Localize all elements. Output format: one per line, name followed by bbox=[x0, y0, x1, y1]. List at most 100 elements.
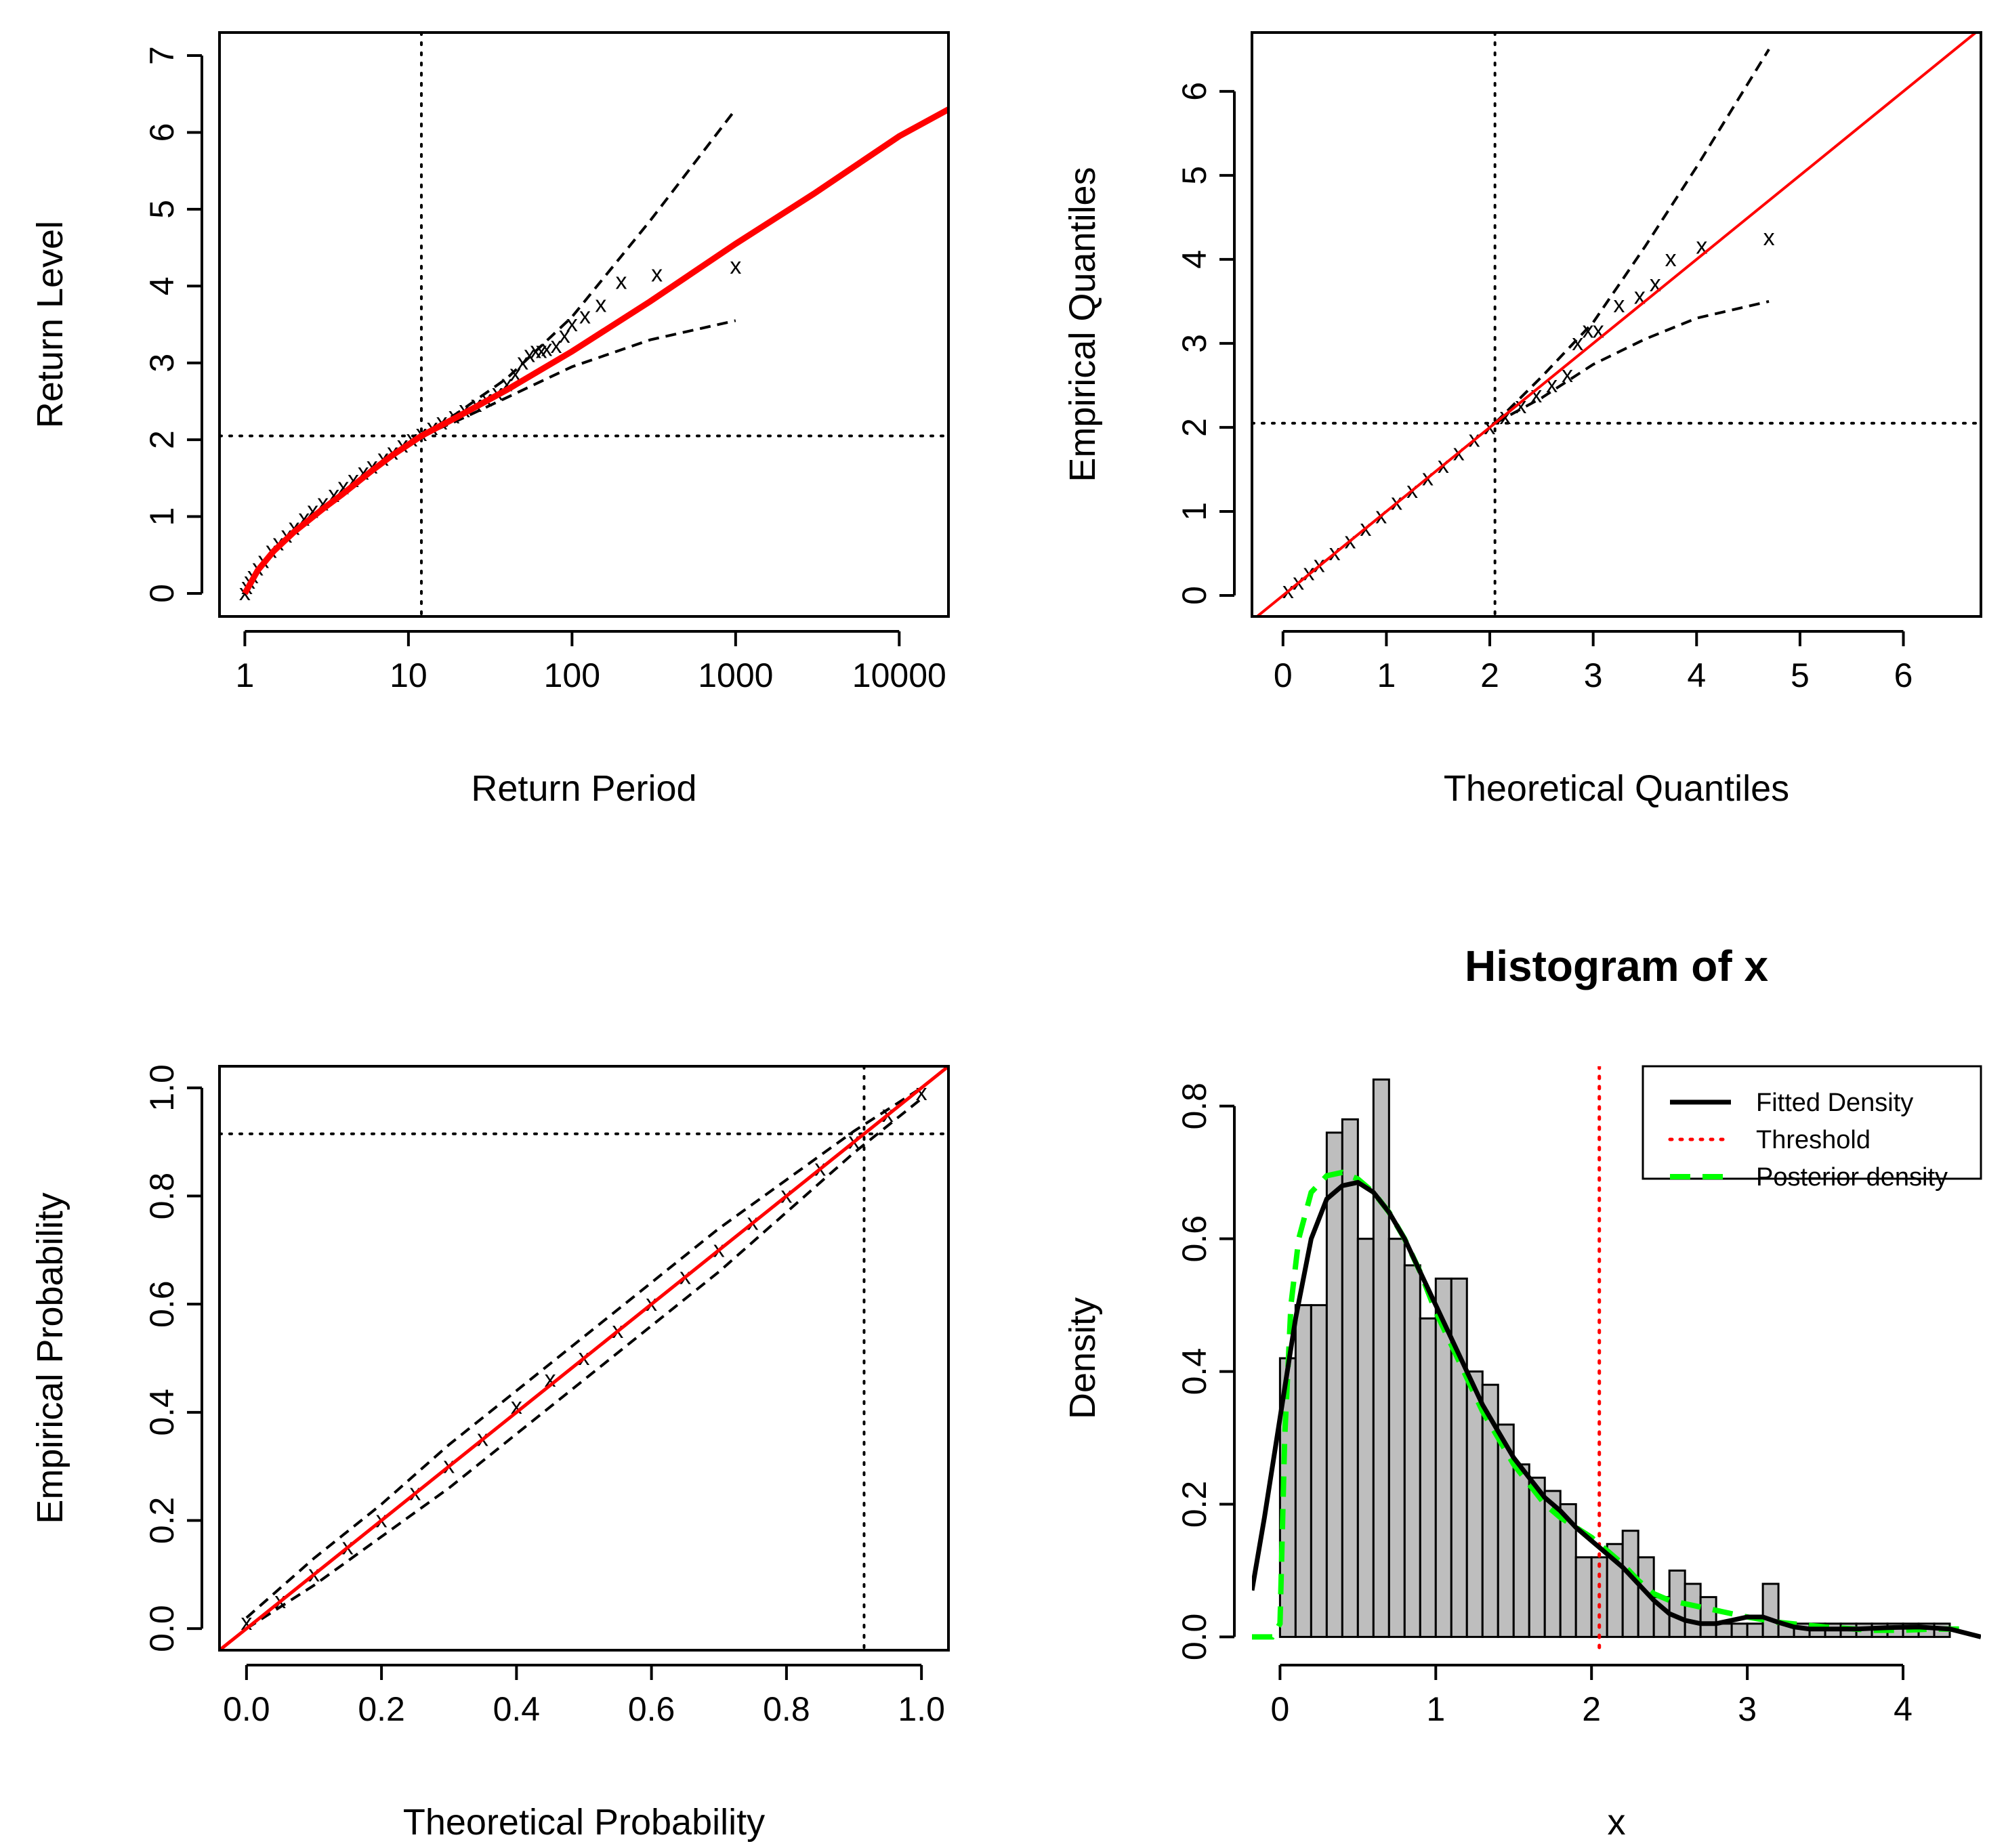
histogram-bar bbox=[1761, 1582, 1780, 1638]
x-tick-label: 3 bbox=[1584, 656, 1603, 694]
histogram-bar bbox=[1512, 1463, 1530, 1638]
y-tick-label: 1 bbox=[143, 507, 181, 526]
histogram-bar bbox=[1403, 1264, 1421, 1638]
posterior-density-line bbox=[1252, 1169, 1965, 1640]
y-tick-label: 0.8 bbox=[143, 1173, 181, 1220]
y-tick-label: 0.6 bbox=[1175, 1215, 1213, 1263]
y-tick-label: 0.8 bbox=[1175, 1083, 1213, 1130]
plot-frame bbox=[218, 31, 950, 618]
x-tick-label: 6 bbox=[1894, 656, 1913, 694]
y-tick-label: 2 bbox=[143, 430, 181, 449]
data-point: x bbox=[730, 253, 741, 279]
y-tick-label: 0 bbox=[143, 584, 181, 603]
y-tick-label: 0.2 bbox=[143, 1497, 181, 1545]
histogram-title: Histogram of x bbox=[1465, 942, 1768, 990]
data-point: x bbox=[524, 341, 535, 367]
x-tick-label: 4 bbox=[1687, 656, 1706, 694]
y-axis: 0.0 0.2 0.4 0.6 0.8 1.0 bbox=[143, 1064, 203, 1652]
x-tick-label: 1 bbox=[1426, 1690, 1445, 1728]
x-tick-label: 0.2 bbox=[358, 1690, 405, 1728]
y-tick-label: 2 bbox=[1175, 418, 1213, 437]
fitted-density-line bbox=[1252, 1179, 1981, 1639]
y-tick-label: 0.4 bbox=[143, 1389, 181, 1436]
fitted-return-level-line bbox=[242, 106, 948, 595]
histogram-bar bbox=[1294, 1304, 1312, 1638]
y-tick-label: 5 bbox=[143, 200, 181, 219]
ci-upper-line bbox=[1494, 48, 1770, 425]
data-point: x bbox=[530, 338, 541, 364]
histogram-panel: Histogram of x Fitted Density Threshold … bbox=[1062, 942, 1982, 1843]
y-tick-label: 6 bbox=[1175, 82, 1213, 101]
histogram-bar bbox=[1528, 1476, 1546, 1638]
x-tick-label: 10 bbox=[390, 656, 427, 694]
y-axis-title: Empirical Quantiles bbox=[1062, 167, 1103, 482]
x-tick-label: 10000 bbox=[852, 656, 946, 694]
data-point: x bbox=[550, 333, 562, 358]
y-axis: 0 1 2 3 4 5 6 7 bbox=[143, 46, 203, 603]
histogram-bar bbox=[1356, 1238, 1375, 1638]
y-tick-label: 1.0 bbox=[143, 1064, 181, 1112]
ci-upper-line bbox=[245, 1087, 923, 1619]
x-axis-title: Theoretical Probability bbox=[403, 1802, 765, 1843]
y-tick-label: 3 bbox=[1175, 334, 1213, 353]
y-tick-label: 0.4 bbox=[1175, 1348, 1213, 1395]
y-axis-title: Return Level bbox=[30, 221, 70, 428]
data-point: x bbox=[559, 322, 570, 348]
x-tick-label: 1 bbox=[235, 656, 254, 694]
plot-frame bbox=[218, 1065, 950, 1652]
y-tick-label: 0.0 bbox=[1175, 1614, 1213, 1661]
x-tick-label: 4 bbox=[1894, 1690, 1913, 1728]
ci-lower-line bbox=[1494, 299, 1770, 425]
y-tick-label: 7 bbox=[143, 46, 181, 65]
x-tick-label: 1 bbox=[1377, 656, 1396, 694]
y-tick-label: 6 bbox=[143, 123, 181, 142]
x-tick-label: 0.8 bbox=[763, 1690, 810, 1728]
x-axis-title: Return Period bbox=[471, 768, 696, 809]
y-axis: 0 1 2 3 4 5 6 bbox=[1175, 82, 1236, 605]
reference-line bbox=[1255, 33, 1978, 616]
data-point: x bbox=[595, 292, 606, 318]
histogram-bar bbox=[1746, 1622, 1764, 1638]
histogram-bar bbox=[1372, 1078, 1390, 1638]
data-point: x bbox=[1572, 330, 1583, 356]
data-point: x bbox=[517, 350, 528, 375]
y-tick-label: 4 bbox=[143, 276, 181, 295]
histogram-bars bbox=[1278, 1078, 1951, 1638]
reference-line bbox=[220, 1066, 948, 1650]
x-tick-label: 1.0 bbox=[898, 1690, 945, 1728]
legend-label-posterior: Posterior density bbox=[1756, 1163, 1948, 1192]
data-point: x bbox=[536, 338, 547, 364]
x-axis: 1 10 100 1000 10000 bbox=[235, 630, 946, 694]
histogram-bar bbox=[1684, 1582, 1702, 1638]
ci-lower-line bbox=[245, 1097, 923, 1630]
ci-lower-line bbox=[421, 319, 736, 438]
data-point: x bbox=[1665, 246, 1677, 272]
y-axis-title: Density bbox=[1062, 1297, 1103, 1419]
data-point: x bbox=[541, 335, 552, 361]
y-tick-label: 5 bbox=[1175, 166, 1213, 185]
x-tick-label: 3 bbox=[1738, 1690, 1757, 1728]
x-axis: 0.0 0.2 0.4 0.6 0.8 1.0 bbox=[223, 1664, 945, 1728]
data-point: x bbox=[1583, 317, 1594, 343]
histogram-bar bbox=[1387, 1238, 1406, 1638]
y-tick-label: 0.6 bbox=[143, 1280, 181, 1328]
y-tick-label: 0.2 bbox=[1175, 1481, 1213, 1528]
histogram-bar bbox=[1310, 1304, 1328, 1638]
x-tick-label: 0 bbox=[1274, 656, 1293, 694]
histogram-bar bbox=[1715, 1622, 1733, 1638]
x-tick-label: 1000 bbox=[698, 656, 773, 694]
y-tick-label: 0 bbox=[1175, 586, 1213, 605]
x-tick-label: 2 bbox=[1480, 656, 1499, 694]
data-point: x bbox=[651, 261, 663, 287]
x-axis: 0 1 2 3 4 bbox=[1270, 1664, 1913, 1728]
x-tick-label: 2 bbox=[1582, 1690, 1601, 1728]
data-point: x bbox=[1763, 225, 1775, 251]
y-tick-label: 1 bbox=[1175, 502, 1213, 521]
legend-label-threshold: Threshold bbox=[1756, 1126, 1871, 1154]
